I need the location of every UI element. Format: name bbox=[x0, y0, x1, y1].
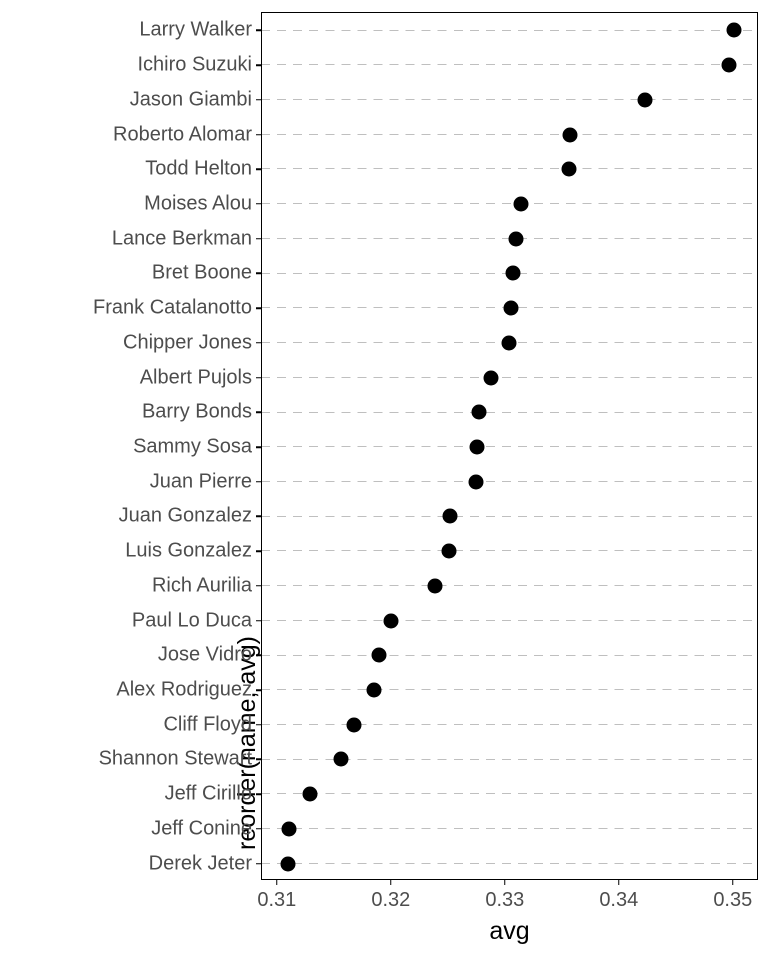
y-tick-label: Cliff Floyd bbox=[163, 713, 262, 736]
dotplot-chart: avg reorder(name, avg) Larry WalkerIchir… bbox=[0, 0, 768, 960]
gridline bbox=[262, 550, 757, 551]
y-tick-label: Todd Helton bbox=[145, 158, 262, 181]
data-point bbox=[505, 266, 520, 281]
y-tick-label: Jason Giambi bbox=[130, 88, 262, 111]
gridline bbox=[262, 412, 757, 413]
data-point bbox=[471, 405, 486, 420]
data-point bbox=[383, 613, 398, 628]
y-tick-label: Bret Boone bbox=[152, 262, 262, 285]
y-tick-label: Jeff Cirillo bbox=[165, 783, 262, 806]
data-point bbox=[441, 544, 456, 559]
x-tick-label: 0.32 bbox=[371, 879, 410, 912]
gridline bbox=[262, 689, 757, 690]
y-tick-label: Barry Bonds bbox=[142, 401, 262, 424]
gridline bbox=[262, 793, 757, 794]
gridline bbox=[262, 620, 757, 621]
gridline bbox=[262, 585, 757, 586]
data-point bbox=[503, 301, 518, 316]
data-point bbox=[509, 231, 524, 246]
x-tick-label: 0.35 bbox=[713, 879, 752, 912]
y-tick-label: Luis Gonzalez bbox=[125, 540, 262, 563]
data-point bbox=[372, 648, 387, 663]
data-point bbox=[513, 196, 528, 211]
y-tick-label: Sammy Sosa bbox=[133, 436, 262, 459]
gridline bbox=[262, 377, 757, 378]
gridline bbox=[262, 99, 757, 100]
y-tick-label: Derek Jeter bbox=[149, 852, 262, 875]
data-point bbox=[562, 127, 577, 142]
gridline bbox=[262, 168, 757, 169]
y-tick-label: Shannon Stewart bbox=[99, 748, 262, 771]
gridline bbox=[262, 828, 757, 829]
y-tick-label: Frank Catalanotto bbox=[93, 297, 262, 320]
y-tick-label: Lance Berkman bbox=[112, 227, 262, 250]
x-tick-label: 0.33 bbox=[485, 879, 524, 912]
data-point bbox=[428, 578, 443, 593]
y-tick-label: Albert Pujols bbox=[140, 366, 262, 389]
y-tick-label: Roberto Alomar bbox=[113, 123, 262, 146]
y-tick-label: Juan Pierre bbox=[150, 470, 262, 493]
y-tick-label: Chipper Jones bbox=[123, 331, 262, 354]
data-point bbox=[502, 335, 517, 350]
data-point bbox=[469, 474, 484, 489]
y-tick-label: Rich Aurilia bbox=[152, 574, 262, 597]
x-tick-label: 0.34 bbox=[599, 879, 638, 912]
data-point bbox=[333, 752, 348, 767]
gridline bbox=[262, 203, 757, 204]
data-point bbox=[726, 23, 741, 38]
gridline bbox=[262, 481, 757, 482]
data-point bbox=[443, 509, 458, 524]
y-tick-label: Juan Gonzalez bbox=[119, 505, 262, 528]
gridline bbox=[262, 446, 757, 447]
data-point bbox=[470, 440, 485, 455]
y-tick-label: Paul Lo Duca bbox=[132, 609, 262, 632]
data-point bbox=[347, 717, 362, 732]
gridline bbox=[262, 863, 757, 864]
gridline bbox=[262, 134, 757, 135]
y-tick-label: Moises Alou bbox=[144, 192, 262, 215]
gridline bbox=[262, 724, 757, 725]
y-tick-label: Jose Vidro bbox=[158, 644, 262, 667]
data-point bbox=[302, 787, 317, 802]
y-tick-label: Jeff Conine bbox=[151, 817, 262, 840]
data-point bbox=[366, 683, 381, 698]
data-point bbox=[484, 370, 499, 385]
y-tick-label: Ichiro Suzuki bbox=[138, 54, 263, 77]
data-point bbox=[281, 856, 296, 871]
data-point bbox=[638, 92, 653, 107]
data-point bbox=[282, 821, 297, 836]
y-tick-label: Alex Rodriguez bbox=[116, 679, 262, 702]
plot-panel: avg reorder(name, avg) Larry WalkerIchir… bbox=[261, 12, 758, 880]
gridline bbox=[262, 64, 757, 65]
gridline bbox=[262, 30, 757, 31]
data-point bbox=[722, 58, 737, 73]
gridline bbox=[262, 655, 757, 656]
data-point bbox=[561, 162, 576, 177]
gridline bbox=[262, 516, 757, 517]
y-tick-label: Larry Walker bbox=[139, 19, 262, 42]
x-tick-label: 0.31 bbox=[257, 879, 296, 912]
